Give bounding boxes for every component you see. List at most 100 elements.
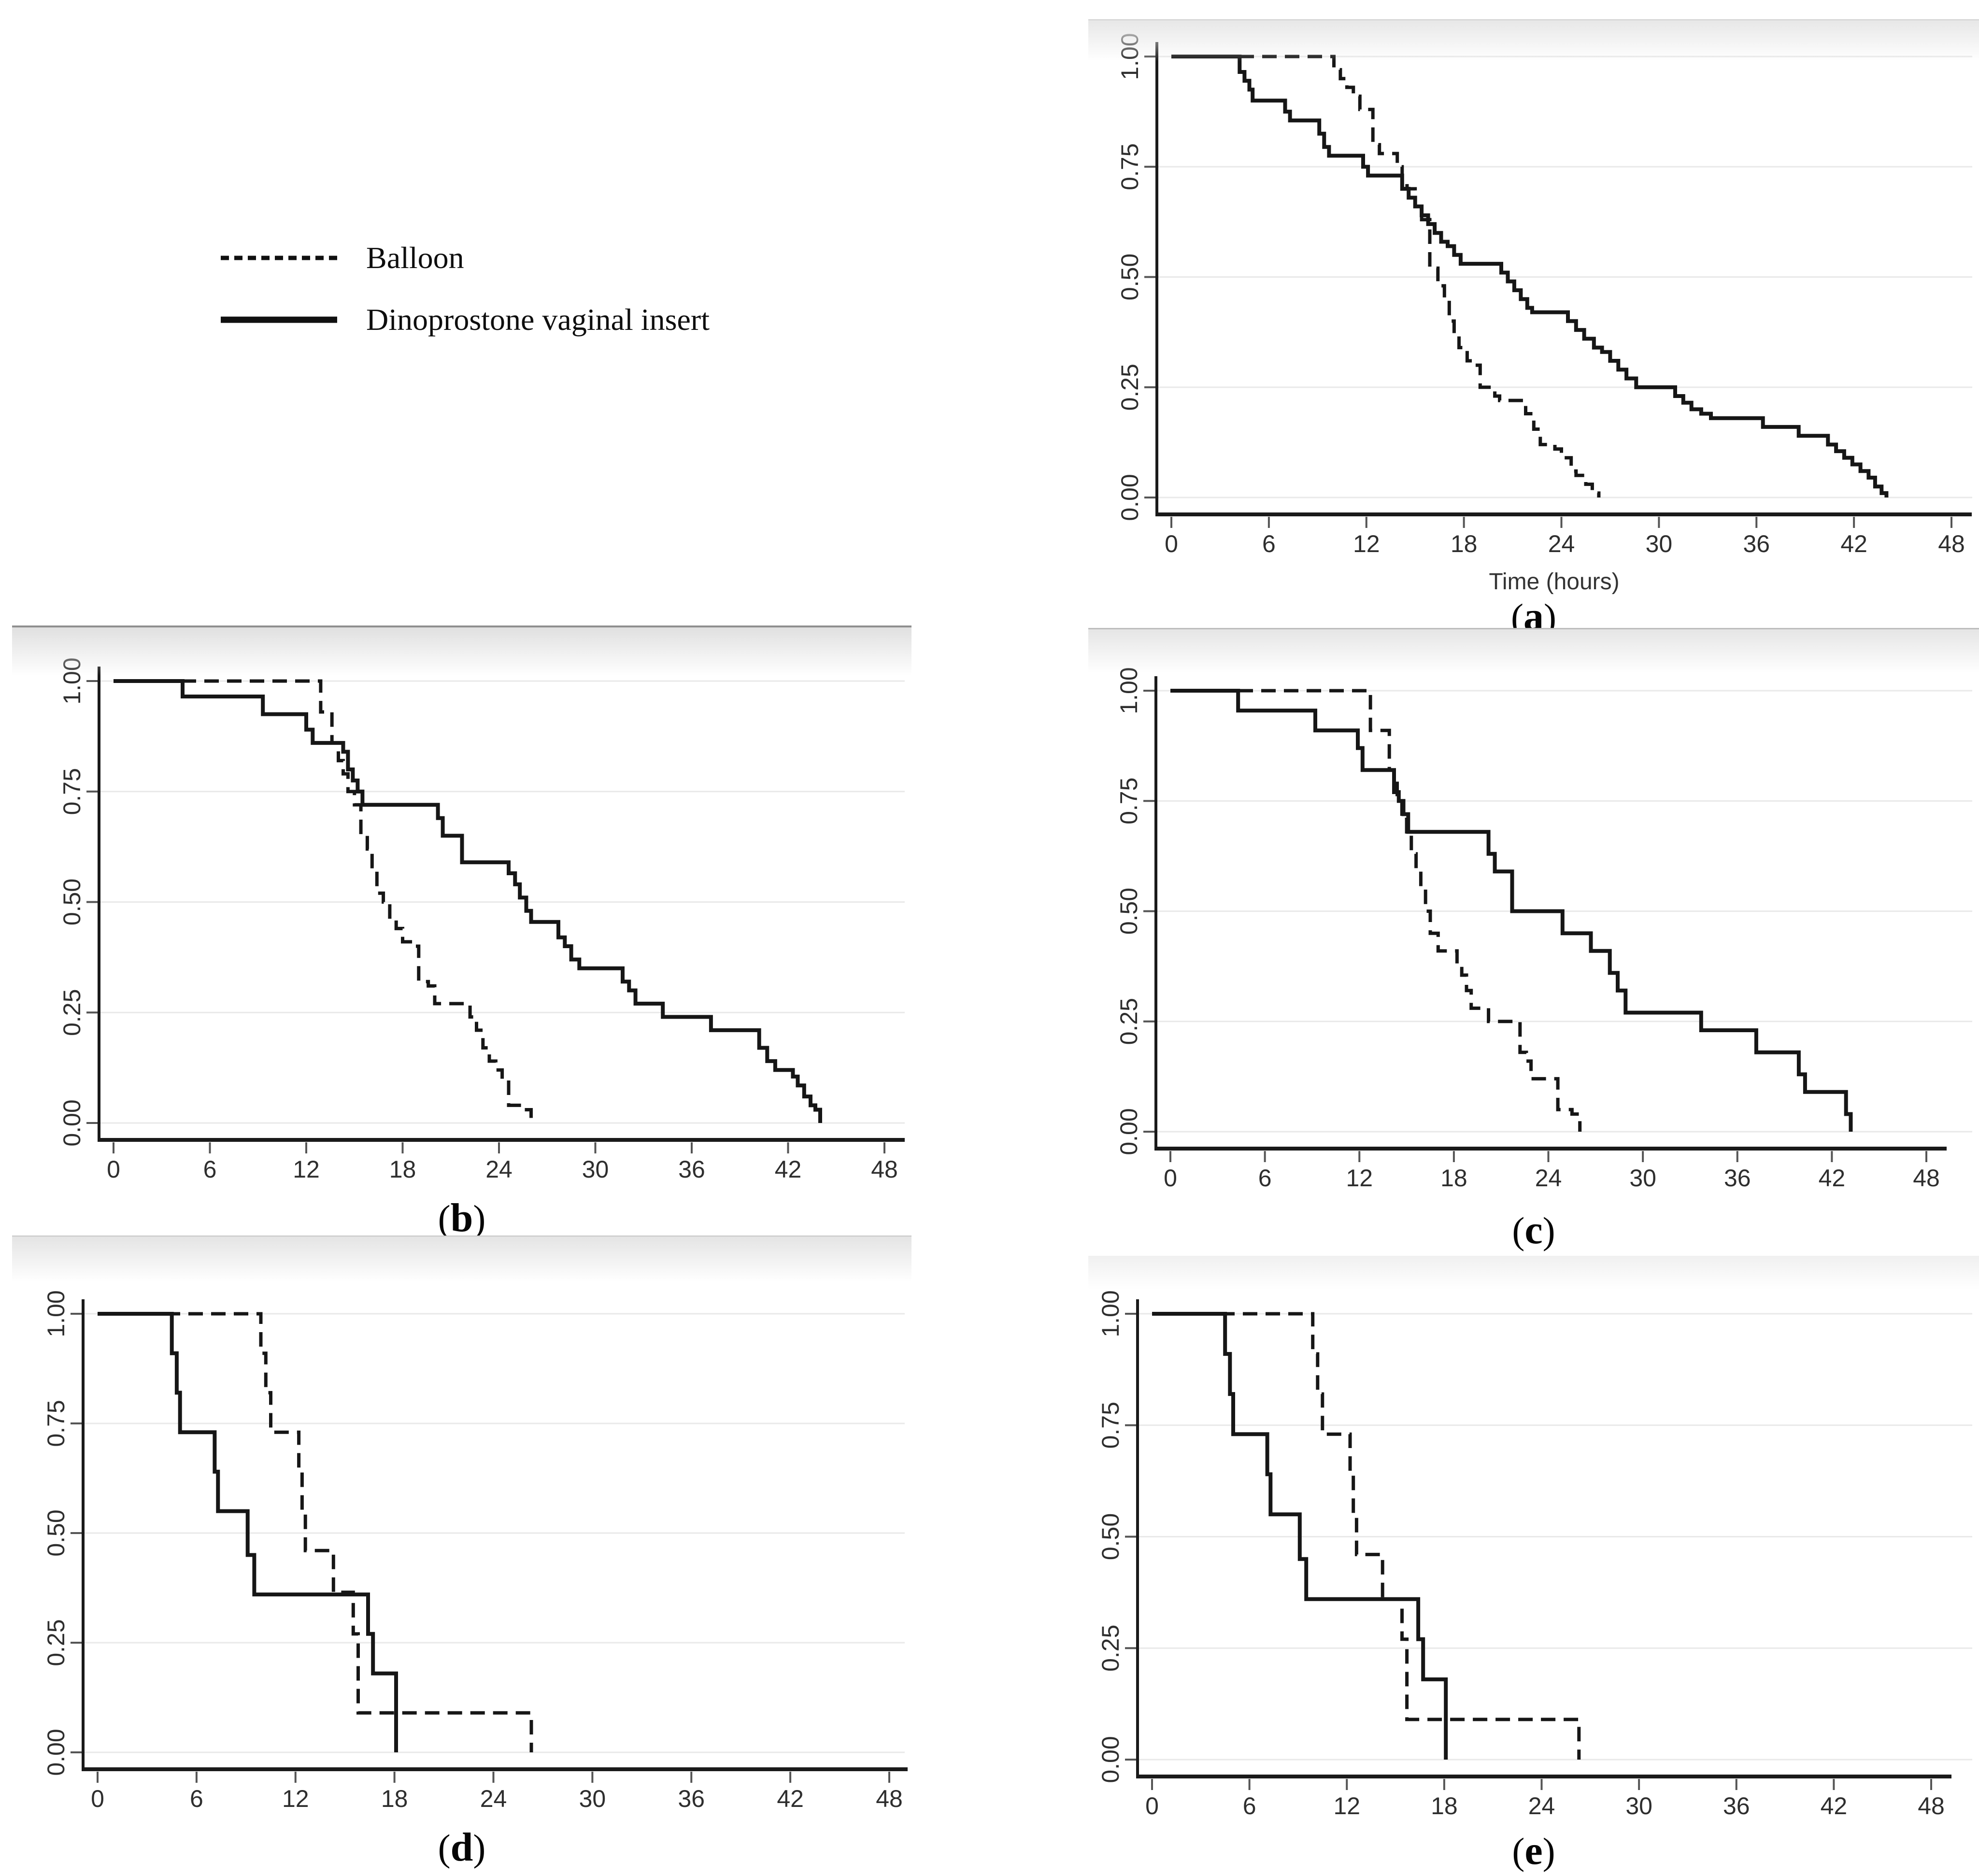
- y-tick-label: 1.00: [1097, 1290, 1124, 1337]
- panel-e-caption: (e): [1512, 1828, 1555, 1873]
- panel-b-caption: (b): [438, 1195, 486, 1240]
- x-tick-label: 30: [1629, 1165, 1656, 1191]
- x-tick-label: 6: [1262, 530, 1276, 557]
- x-tick-label: 6: [1258, 1165, 1272, 1191]
- curve-dinoprostone: [1170, 689, 1853, 1132]
- panel-c: 0.00 0.25 0.50 0.75 1.00 0 6 12 18 24 30 36 42 48 (c): [1088, 628, 1979, 1251]
- x-tick-label: 36: [678, 1156, 705, 1183]
- km-plot-d: 0.00 0.25 0.50 0.75 1.00 0 6 12 18 24 30 36 42 48: [43, 1290, 908, 1812]
- y-tick-label: 0.75: [1116, 143, 1143, 190]
- panel-d-caption: (d): [438, 1825, 486, 1870]
- km-plot-a: 0.00 0.25 0.50 0.75 1.00 0 6 12 18 24 30 36 42 48 Time…: [1116, 33, 1972, 595]
- panel-b: 0.00 0.25 0.50 0.75 1.00 0 6 12 18 24 30 36 42 48 (b): [12, 625, 911, 1238]
- y-tick-label: 0.75: [43, 1400, 70, 1447]
- y-tick-label: 0.50: [58, 879, 85, 925]
- y-tick-label: 0.25: [1115, 998, 1142, 1045]
- panel-e: 0.00 0.25 0.50 0.75 1.00 0 6 12 18 24 30 36 42 48 (e): [1088, 1256, 1979, 1871]
- x-tick-label: 12: [1346, 1165, 1373, 1191]
- x-tick-label: 18: [1440, 1165, 1467, 1191]
- curve-balloon: [114, 679, 533, 1123]
- y-tick-label: 0.00: [43, 1729, 70, 1776]
- x-tick-label: 12: [282, 1785, 309, 1812]
- x-tick-label: 24: [480, 1785, 507, 1812]
- dashed-line-icon: [221, 256, 337, 260]
- legend-label-balloon: Balloon: [366, 241, 464, 275]
- x-tick-label: 42: [777, 1785, 804, 1812]
- x-tick-label: 24: [1528, 1792, 1555, 1819]
- legend-label-dinoprostone: Dinoprostone vaginal insert: [366, 302, 710, 337]
- x-tick-label: 42: [1819, 1165, 1846, 1191]
- x-tick-label: 36: [1724, 1165, 1751, 1191]
- y-tick-label: 1.00: [1116, 33, 1143, 80]
- x-tick-label: 42: [1821, 1792, 1848, 1819]
- panel-d: 0.00 0.25 0.50 0.75 1.00 0 6 12 18 24 30 36 42 48 (d): [12, 1236, 911, 1868]
- x-tick-label: 24: [1535, 1165, 1562, 1191]
- x-tick-label: 42: [775, 1156, 802, 1183]
- x-tick-label: 30: [1646, 530, 1673, 557]
- y-tick-label: 0.00: [1116, 474, 1143, 521]
- x-tick-label: 12: [1353, 530, 1380, 557]
- y-tick-label: 0.25: [58, 989, 85, 1036]
- y-tick-label: 0.50: [1115, 888, 1142, 935]
- curve-dinoprostone: [1152, 1312, 1448, 1760]
- legend-item-balloon: Balloon: [220, 227, 710, 289]
- solid-line-icon: [221, 316, 337, 323]
- x-tick-label: 48: [1938, 530, 1965, 557]
- x-tick-label: 0: [107, 1156, 120, 1183]
- y-tick-label: 0.75: [1097, 1402, 1124, 1449]
- curve-balloon: [98, 1312, 533, 1752]
- y-tick-label: 1.00: [58, 657, 85, 704]
- x-tick-label: 42: [1840, 530, 1867, 557]
- x-tick-label: 24: [485, 1156, 513, 1183]
- x-axis-title: Time (hours): [1489, 569, 1619, 595]
- x-tick-label: 0: [1165, 530, 1178, 557]
- x-tick-label: 30: [582, 1156, 609, 1183]
- y-tick-label: 1.00: [1115, 667, 1142, 714]
- x-tick-label: 48: [871, 1156, 898, 1183]
- y-tick-label: 0.50: [43, 1509, 70, 1556]
- x-tick-label: 6: [190, 1785, 203, 1812]
- x-tick-label: 12: [1333, 1792, 1360, 1819]
- x-tick-label: 0: [1164, 1165, 1177, 1191]
- x-tick-label: 48: [876, 1785, 903, 1812]
- panel-c-caption: (c): [1512, 1208, 1555, 1252]
- x-tick-label: 0: [1145, 1792, 1159, 1819]
- x-tick-label: 36: [1743, 530, 1770, 557]
- y-tick-label: 0.50: [1116, 254, 1143, 300]
- x-tick-label: 18: [1431, 1792, 1458, 1819]
- x-tick-label: 6: [1243, 1792, 1256, 1819]
- y-tick-label: 0.75: [1115, 778, 1142, 824]
- y-tick-label: 0.25: [1097, 1625, 1124, 1672]
- y-tick-label: 0.25: [43, 1619, 70, 1666]
- y-tick-label: 0.50: [1097, 1513, 1124, 1560]
- y-tick-label: 0.75: [58, 768, 85, 815]
- x-tick-label: 30: [1625, 1792, 1652, 1819]
- x-tick-label: 48: [1913, 1165, 1940, 1191]
- curve-dinoprostone: [114, 679, 822, 1123]
- x-tick-label: 36: [678, 1785, 705, 1812]
- y-tick-label: 0.00: [1097, 1736, 1124, 1783]
- curve-balloon: [1171, 55, 1601, 497]
- x-tick-label: 12: [293, 1156, 320, 1183]
- x-tick-label: 30: [579, 1785, 606, 1812]
- x-tick-label: 48: [1918, 1792, 1945, 1819]
- km-plot-e: 0.00 0.25 0.50 0.75 1.00 0 6 12 18 24 30 36 42 48: [1097, 1290, 1972, 1819]
- x-tick-label: 18: [381, 1785, 408, 1812]
- y-tick-label: 0.00: [1115, 1108, 1142, 1155]
- curve-dinoprostone: [98, 1312, 398, 1752]
- y-tick-label: 1.00: [43, 1290, 70, 1337]
- km-plot-c: 0.00 0.25 0.50 0.75 1.00 0 6 12 18 24 30 36 42 48: [1115, 667, 1972, 1191]
- curve-balloon: [1152, 1312, 1581, 1760]
- x-tick-label: 6: [203, 1156, 217, 1183]
- legend: Balloon Dinoprostone vaginal insert: [220, 227, 710, 351]
- curve-dinoprostone: [1171, 55, 1889, 497]
- km-plot-b: 0.00 0.25 0.50 0.75 1.00 0 6 12 18 24 30 36 42 48: [58, 657, 905, 1183]
- y-tick-label: 0.25: [1116, 364, 1143, 411]
- x-tick-label: 18: [389, 1156, 416, 1183]
- y-tick-label: 0.00: [58, 1099, 85, 1146]
- panel-a: 0.00 0.25 0.50 0.75 1.00 0 6 12 18 24 30 36 42 48 Time…: [1088, 19, 1979, 637]
- x-tick-label: 0: [91, 1785, 104, 1812]
- x-tick-label: 24: [1548, 530, 1575, 557]
- legend-item-dinoprostone: Dinoprostone vaginal insert: [220, 289, 710, 351]
